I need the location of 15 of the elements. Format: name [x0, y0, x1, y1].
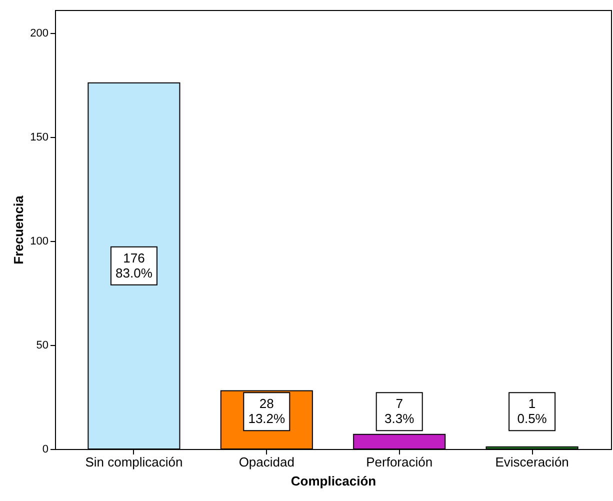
data-label: 1 0.5% — [517, 396, 548, 426]
x-tick-label: Opacidad — [238, 454, 294, 470]
x-tick-label: Sin complicación — [85, 454, 183, 470]
y-tick-label: 200 — [30, 27, 48, 40]
data-label: 7 3.3% — [384, 396, 415, 426]
y-tick-label: 100 — [30, 235, 48, 248]
data-label: 176 83.0% — [116, 250, 153, 280]
data-label: 28 13.2% — [248, 396, 286, 426]
x-tick-label: Perforación — [366, 454, 433, 470]
x-axis-title: Complicación — [290, 474, 376, 488]
x-tick-label: Evisceración — [495, 454, 569, 470]
y-axis-title: Frecuencia — [11, 194, 26, 264]
y-tick-label: 0 — [42, 444, 48, 456]
y-tick-label: 50 — [36, 339, 48, 352]
y-tick-label: 150 — [30, 131, 48, 144]
